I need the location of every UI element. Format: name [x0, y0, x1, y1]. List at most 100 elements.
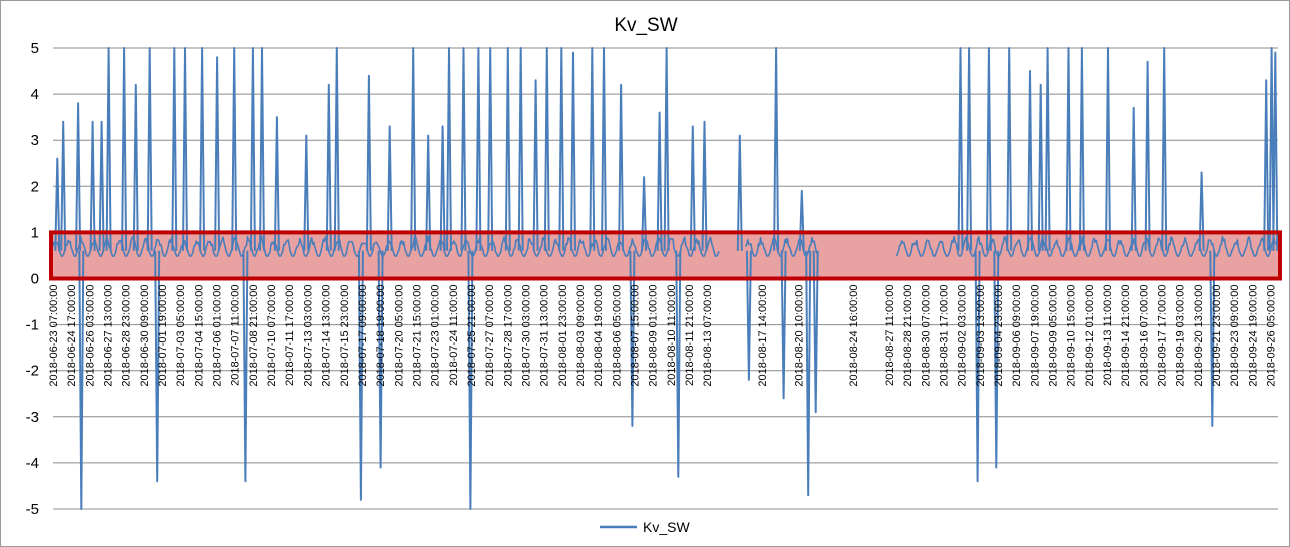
spike-point [231, 47, 238, 251]
x-tick-label: 2018-07-30 03:00:00 [521, 285, 533, 387]
spike-point [410, 47, 417, 251]
spike-point [303, 134, 310, 251]
spike-point [780, 250, 787, 400]
x-tick-label: 2018-06-27 13:00:00 [103, 285, 115, 387]
x-tick-label: 2018-07-04 15:00:00 [193, 285, 205, 387]
spike-point [504, 47, 511, 251]
y-tick-label: -2 [26, 363, 39, 380]
y-tick-label: 4 [31, 86, 39, 103]
spike-point [377, 250, 384, 469]
spike-point [121, 47, 128, 251]
x-tick-label: 2018-07-24 11:00:00 [448, 285, 460, 386]
spike-point [663, 47, 670, 251]
x-tick-label: 2018-09-26 05:00:00 [1266, 285, 1278, 387]
x-tick-label: 2018-09-02 03:00:00 [957, 285, 969, 387]
spike-point [1209, 250, 1216, 427]
spike-point [543, 47, 550, 251]
spike-point [98, 120, 105, 251]
x-tick-label: 2018-07-17 09:00:00 [357, 285, 369, 387]
x-tick-label: 2018-08-06 05:00:00 [611, 285, 623, 387]
spike-point [689, 125, 696, 251]
spike-point [386, 125, 393, 251]
spike-point [259, 47, 265, 251]
spike-point [214, 56, 221, 251]
x-tick-label: 2018-06-26 03:00:00 [84, 285, 96, 387]
x-tick-label: 2018-09-03 13:00:00 [975, 285, 987, 387]
spike-point [1198, 171, 1205, 251]
spike-point [675, 250, 682, 478]
spike-point [570, 51, 576, 251]
spike-point [75, 102, 82, 251]
x-tick-label: 2018-09-21 23:00:00 [1211, 285, 1223, 387]
x-tick-label: 2018-09-04 23:00:00 [993, 285, 1005, 387]
spike-point [629, 250, 636, 427]
spike-point [1161, 47, 1168, 251]
x-tick-label: 2018-08-10 11:00:00 [666, 285, 678, 386]
x-tick-label: 2018-06-30 09:00:00 [139, 285, 151, 387]
x-tick-label: 2018-08-17 14:00:00 [757, 285, 769, 387]
x-tick-label: 2018-08-28 21:00:00 [902, 285, 914, 387]
x-tick-label: 2018-08-27 11:00:00 [884, 285, 896, 386]
spike-point [1044, 47, 1051, 251]
x-tick-label: 2018-08-24 16:00:00 [848, 285, 860, 387]
spike-point [1027, 70, 1033, 251]
legend: Kv_SW [600, 519, 690, 535]
spike-point [132, 83, 139, 251]
x-tick-label: 2018-09-12 01:00:00 [1084, 285, 1096, 387]
spike-point [1078, 47, 1085, 251]
x-tick-label: 2018-09-10 15:00:00 [1066, 285, 1078, 387]
x-tick-label: 2018-09-20 13:00:00 [1193, 285, 1205, 387]
spike-point [993, 250, 1000, 469]
spike-point [1130, 106, 1137, 251]
spike-point [532, 79, 539, 251]
spike-point [333, 47, 340, 251]
spike-point [517, 47, 524, 251]
spike-point [701, 120, 708, 251]
x-tick-label: 2018-06-28 23:00:00 [121, 285, 133, 387]
spike-point [1006, 47, 1013, 251]
spike-point [439, 125, 446, 251]
x-tick-label: 2018-09-09 05:00:00 [1048, 285, 1060, 387]
y-tick-label: -3 [26, 409, 39, 426]
spike-point [365, 74, 372, 251]
x-tick-label: 2018-08-03 09:00:00 [575, 285, 587, 387]
spike-point [656, 111, 663, 251]
spike-point [325, 83, 332, 251]
spike-point [78, 250, 85, 510]
y-tick-label: 2 [31, 178, 39, 195]
x-tick-label: 2018-07-31 13:00:00 [539, 285, 551, 387]
spike-point [446, 47, 452, 251]
spike-point [460, 47, 467, 251]
spike-point [589, 47, 596, 251]
x-tick-label: 2018-09-06 09:00:00 [1011, 285, 1023, 387]
x-tick-label: 2018-07-10 07:00:00 [266, 285, 278, 387]
x-tick-label: 2018-08-01 23:00:00 [557, 285, 569, 387]
x-tick-label: 2018-07-15 23:00:00 [339, 285, 351, 387]
spike-point [249, 47, 256, 251]
x-tick-label: 2018-07-06 01:00:00 [212, 285, 224, 387]
spike-point [812, 250, 819, 414]
x-tick-label: 2018-09-07 19:00:00 [1029, 285, 1041, 387]
x-tick-label: 2018-07-07 11:00:00 [230, 285, 242, 386]
y-tick-label: -5 [26, 501, 39, 518]
x-tick-label: 2018-07-21 15:00:00 [411, 285, 423, 387]
y-tick-label: -4 [26, 455, 39, 472]
y-tick-label: 3 [31, 132, 39, 149]
x-tick-label: 2018-07-23 01:00:00 [430, 285, 442, 387]
spike-point [467, 250, 474, 510]
spike-point [105, 47, 112, 251]
x-tick-label: 2018-07-11 17:00:00 [284, 285, 296, 386]
spike-point [171, 47, 178, 251]
x-tick-label: 2018-07-03 05:00:00 [175, 285, 187, 387]
y-tick-label: -1 [26, 317, 39, 334]
x-tick-label: 2018-07-28 17:00:00 [502, 285, 514, 387]
y-tick-label: 0 [31, 271, 39, 288]
spike-point [146, 47, 153, 251]
spike-point [1272, 51, 1279, 251]
highlight-band-border [49, 230, 1282, 281]
spike-point [601, 47, 607, 251]
x-tick-label: 2018-06-24 17:00:00 [66, 285, 78, 387]
x-tick-label: 2018-08-04 19:00:00 [593, 285, 605, 387]
